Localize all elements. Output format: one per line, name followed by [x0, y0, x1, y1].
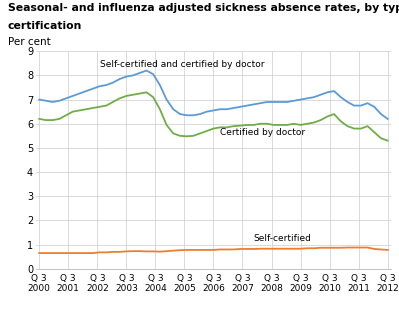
Text: Self-certified and certified by doctor: Self-certified and certified by doctor — [100, 60, 264, 68]
Text: Per cent: Per cent — [8, 37, 51, 47]
Text: certification: certification — [8, 21, 82, 31]
Text: Self-certified: Self-certified — [254, 235, 312, 244]
Text: Certified by doctor: Certified by doctor — [220, 128, 305, 137]
Text: Seasonal- and influenza adjusted sickness absence rates, by type of: Seasonal- and influenza adjusted sicknes… — [8, 3, 399, 13]
